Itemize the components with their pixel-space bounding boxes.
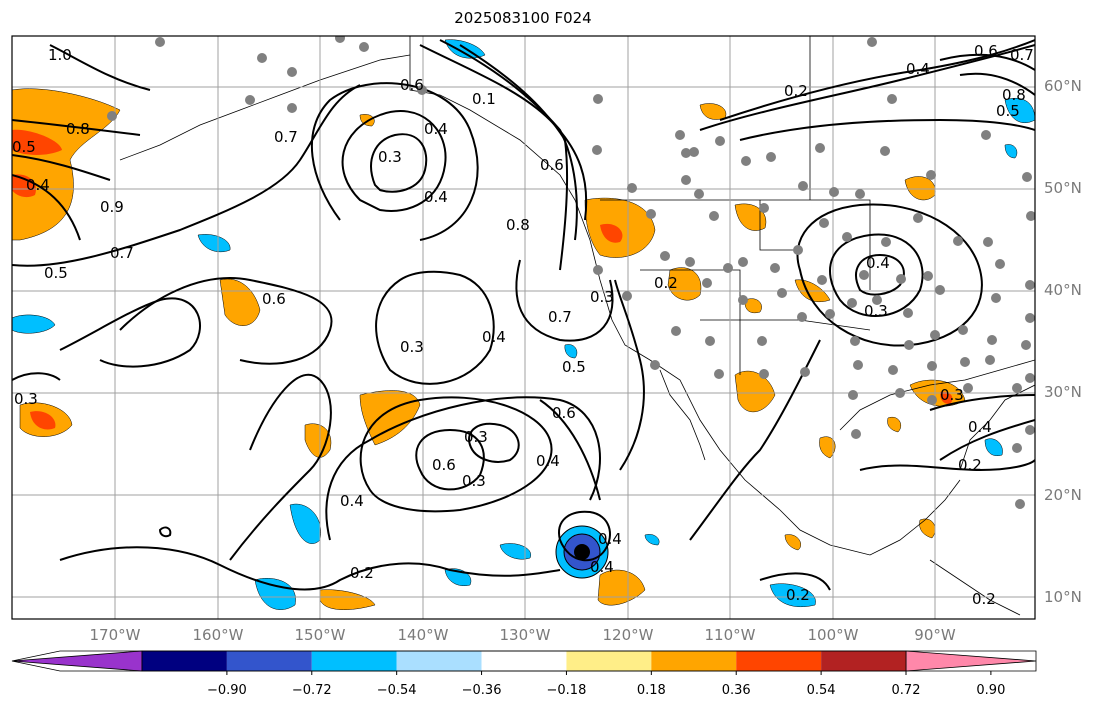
contour-label: 0.4 bbox=[340, 492, 364, 510]
contour-label: 0.3 bbox=[14, 390, 38, 408]
station-markers bbox=[107, 36, 1035, 509]
contour-label: 0.8 bbox=[506, 216, 530, 234]
contour-label: 0.6 bbox=[432, 456, 456, 474]
contour-label: 1.0 bbox=[48, 46, 72, 64]
coastlines bbox=[119, 36, 1035, 616]
lon-label-100w: 100°W bbox=[807, 626, 859, 644]
blue-anomaly-areas bbox=[12, 39, 1035, 610]
contour-label: 0.2 bbox=[786, 586, 810, 604]
lon-label-90w: 90°W bbox=[914, 626, 956, 644]
colorbar-tick-label: −0.18 bbox=[546, 683, 587, 698]
contour-label: 0.5 bbox=[44, 264, 68, 282]
colorbar-tick-label: −0.36 bbox=[461, 683, 502, 698]
contour-label: 0.4 bbox=[598, 530, 622, 548]
contour-label: 0.4 bbox=[482, 328, 506, 346]
graticule bbox=[12, 36, 1035, 619]
contour-label: 0.3 bbox=[940, 386, 964, 404]
contour-label: 0.2 bbox=[654, 274, 678, 292]
contour-label: 0.7 bbox=[548, 308, 572, 326]
contour-label: 0.7 bbox=[274, 128, 298, 146]
lon-label-130w: 130°W bbox=[499, 626, 551, 644]
colorbar-tick-label: 0.90 bbox=[976, 683, 1006, 698]
contour-label: 0.3 bbox=[464, 428, 488, 446]
contour-label: 0.7 bbox=[110, 244, 134, 262]
tropical-cyclone-core bbox=[555, 525, 609, 579]
contour-label: 0.5 bbox=[12, 138, 36, 156]
lon-label-120w: 120°W bbox=[602, 626, 654, 644]
contour-label: 0.2 bbox=[350, 564, 374, 582]
lon-label-170w: 170°W bbox=[89, 626, 141, 644]
contour-label: 0.3 bbox=[378, 148, 402, 166]
contour-label: 0.3 bbox=[864, 302, 888, 320]
contour-label: 0.3 bbox=[462, 472, 486, 490]
colorbar-tick-label: 0.36 bbox=[721, 683, 751, 698]
contour-label: 0.4 bbox=[866, 254, 890, 272]
contour-label: 0.9 bbox=[100, 198, 124, 216]
contour-label: 0.6 bbox=[540, 156, 564, 174]
lat-label-30n: 30°N bbox=[1044, 383, 1082, 401]
contour-label: 0.4 bbox=[906, 60, 930, 78]
contour-label: 0.6 bbox=[552, 404, 576, 422]
colorbar-tick-label: 0.18 bbox=[636, 683, 666, 698]
lon-label-140w: 140°W bbox=[397, 626, 449, 644]
colorbar-tick-label: −0.90 bbox=[206, 683, 247, 698]
lat-label-10n: 10°N bbox=[1044, 588, 1082, 606]
contour-label: 0.4 bbox=[968, 418, 992, 436]
contour-label: 0.4 bbox=[424, 188, 448, 206]
contour-label: 0.4 bbox=[590, 558, 614, 576]
contour-label: 0.3 bbox=[590, 288, 614, 306]
map-frame bbox=[11, 35, 1036, 620]
contour-label: 0.5 bbox=[996, 102, 1020, 120]
chart-title: 2025083100 F024 bbox=[454, 9, 592, 27]
contour-label: 0.6 bbox=[262, 290, 286, 308]
lat-label-60n: 60°N bbox=[1044, 77, 1082, 95]
contour-label: 0.5 bbox=[562, 358, 586, 376]
lat-label-20n: 20°N bbox=[1044, 486, 1082, 504]
contour-label: 0.1 bbox=[472, 90, 496, 108]
contour-label: 0.2 bbox=[972, 590, 996, 608]
contour-label: 0.7 bbox=[1010, 46, 1034, 64]
orange-anomaly-areas bbox=[12, 88, 966, 610]
contour-label: 0.4 bbox=[424, 120, 448, 138]
contour-label: 0.2 bbox=[784, 82, 808, 100]
contour-label: 0.6 bbox=[400, 76, 424, 94]
lon-label-150w: 150°W bbox=[294, 626, 346, 644]
contour-labels: 1.0 0.8 0.5 0.4 0.9 0.7 0.5 0.3 0.6 0.7 … bbox=[12, 42, 1034, 608]
contour-label: 0.8 bbox=[66, 120, 90, 138]
contour-label: 0.4 bbox=[26, 176, 50, 194]
lon-label-160w: 160°W bbox=[192, 626, 244, 644]
contour-label: 0.8 bbox=[1002, 86, 1026, 104]
colorbar-tick-label: −0.54 bbox=[376, 683, 417, 698]
contour-label: 0.2 bbox=[958, 456, 982, 474]
lat-label-50n: 50°N bbox=[1044, 179, 1082, 197]
contour-label: 0.3 bbox=[400, 338, 424, 356]
contour-label: 0.4 bbox=[536, 452, 560, 470]
lat-label-40n: 40°N bbox=[1044, 281, 1082, 299]
contour-label: 0.6 bbox=[974, 42, 998, 60]
colorbar-tick-label: −0.72 bbox=[291, 683, 332, 698]
lon-label-110w: 110°W bbox=[704, 626, 756, 644]
red-anomaly-areas bbox=[12, 129, 953, 430]
colorbar-tick-label: 0.72 bbox=[891, 683, 921, 698]
contour-lines bbox=[12, 39, 1035, 591]
colorbar-tick-label: 0.54 bbox=[806, 683, 836, 698]
